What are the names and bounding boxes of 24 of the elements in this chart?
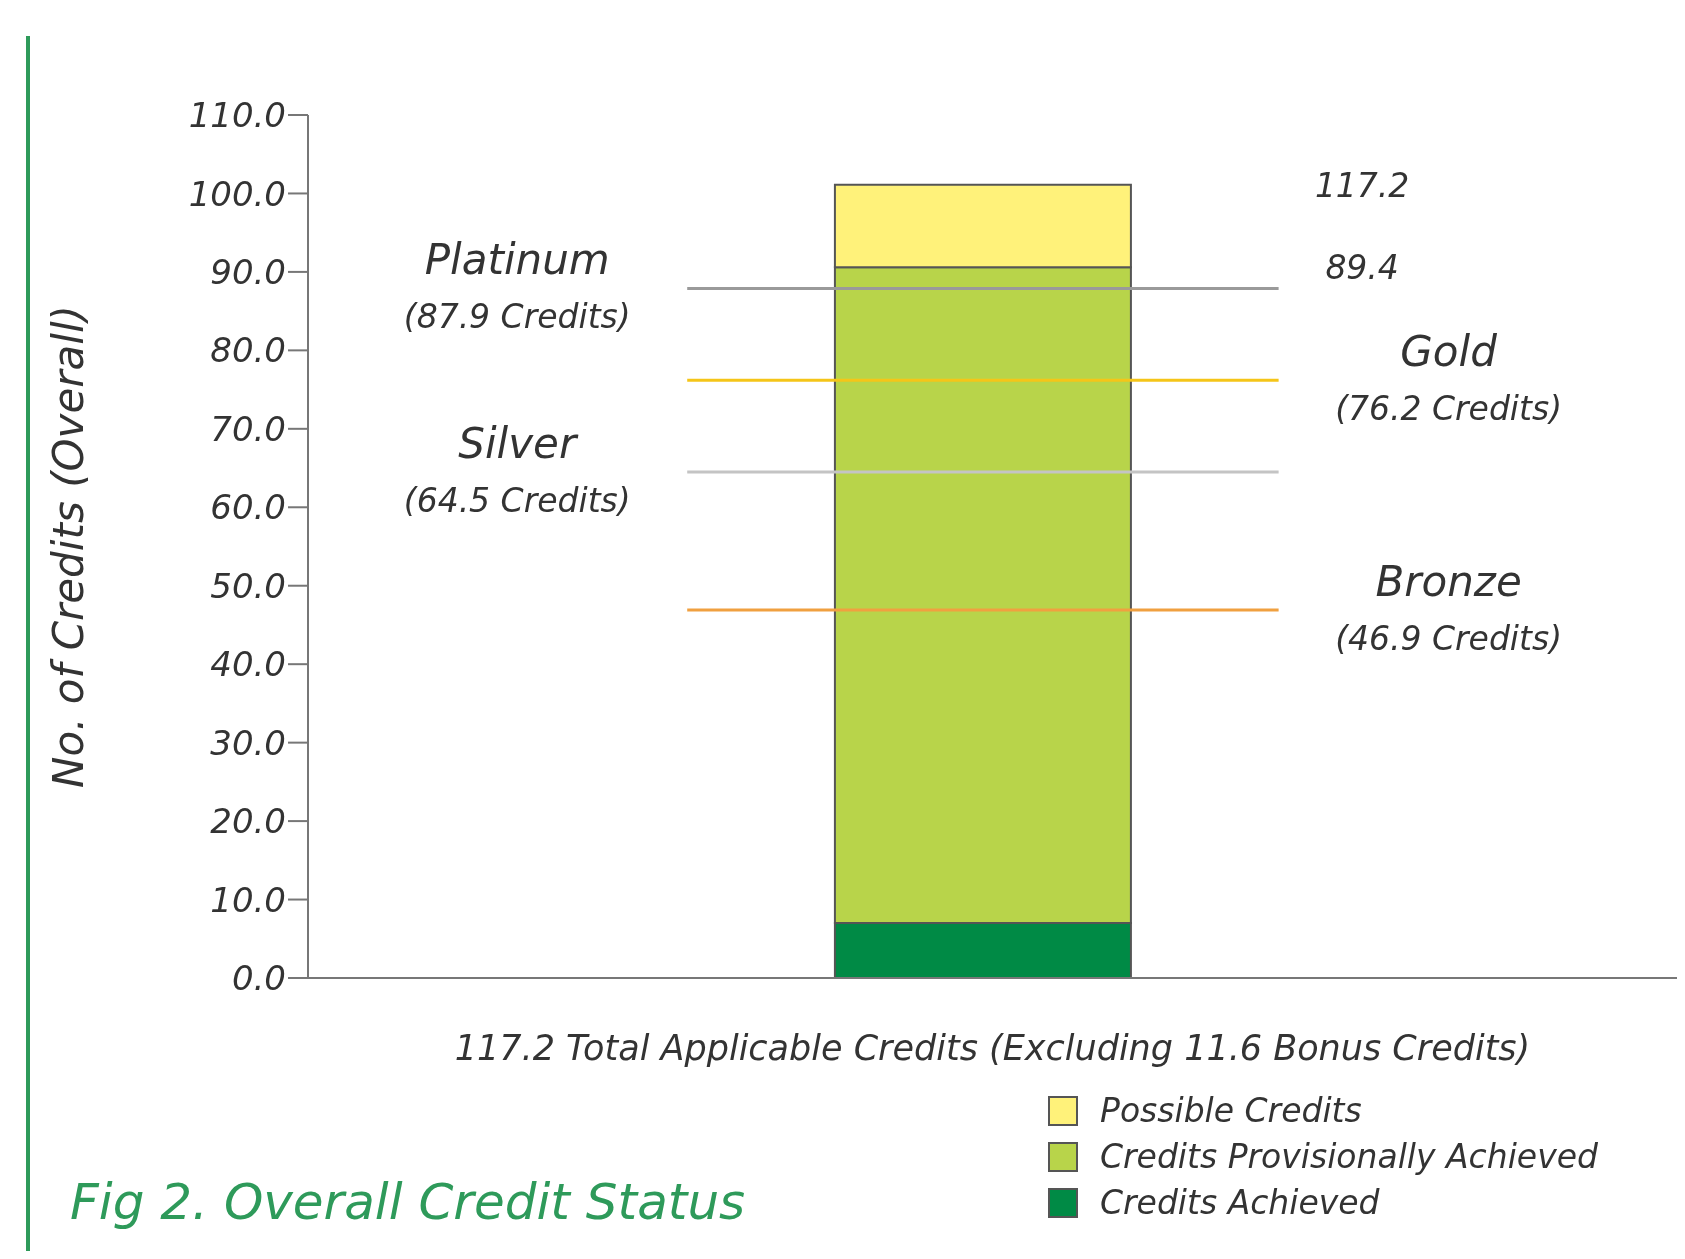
y-tick-label: 90.0 xyxy=(210,251,286,292)
ref-line-label: Bronze (46.9 Credits) xyxy=(1335,557,1563,659)
y-tick-label: 40.0 xyxy=(210,644,286,685)
ref-line-label: Platinum (87.9 Credits) xyxy=(403,235,631,337)
y-tick-label: 100.0 xyxy=(188,173,286,214)
x-axis-title: 117.2 Total Applicable Credits (Excluding 11.6 Bonus Credits) xyxy=(454,1028,1531,1068)
y-tick-label: 80.0 xyxy=(210,330,286,371)
y-tick-label: 0.0 xyxy=(231,958,286,999)
y-axis-title: No. of Credits (Overall) xyxy=(43,305,93,788)
y-tick-label: 20.0 xyxy=(210,801,286,842)
annotation: 89.4 xyxy=(1325,247,1399,287)
legend-label: Possible Credits xyxy=(1100,1090,1362,1132)
y-tick-label: 110.0 xyxy=(188,95,286,136)
annotation: 117.2 xyxy=(1314,165,1410,205)
ref-line-label: Gold (76.2 Credits) xyxy=(1335,327,1563,429)
y-tick-label: 30.0 xyxy=(210,722,286,763)
y-tick-label: 70.0 xyxy=(210,408,286,449)
y-tick-label: 50.0 xyxy=(210,565,286,606)
y-tick-label: 60.0 xyxy=(210,487,286,528)
legend-label: Credits Provisionally Achieved xyxy=(1100,1136,1598,1178)
text: Fig 2. Overall Credit Status xyxy=(70,1173,746,1231)
ref-line-label: Silver (64.5 Credits) xyxy=(403,418,631,520)
legend-label: Credits Achieved xyxy=(1100,1182,1380,1224)
y-tick-label: 10.0 xyxy=(210,879,286,920)
